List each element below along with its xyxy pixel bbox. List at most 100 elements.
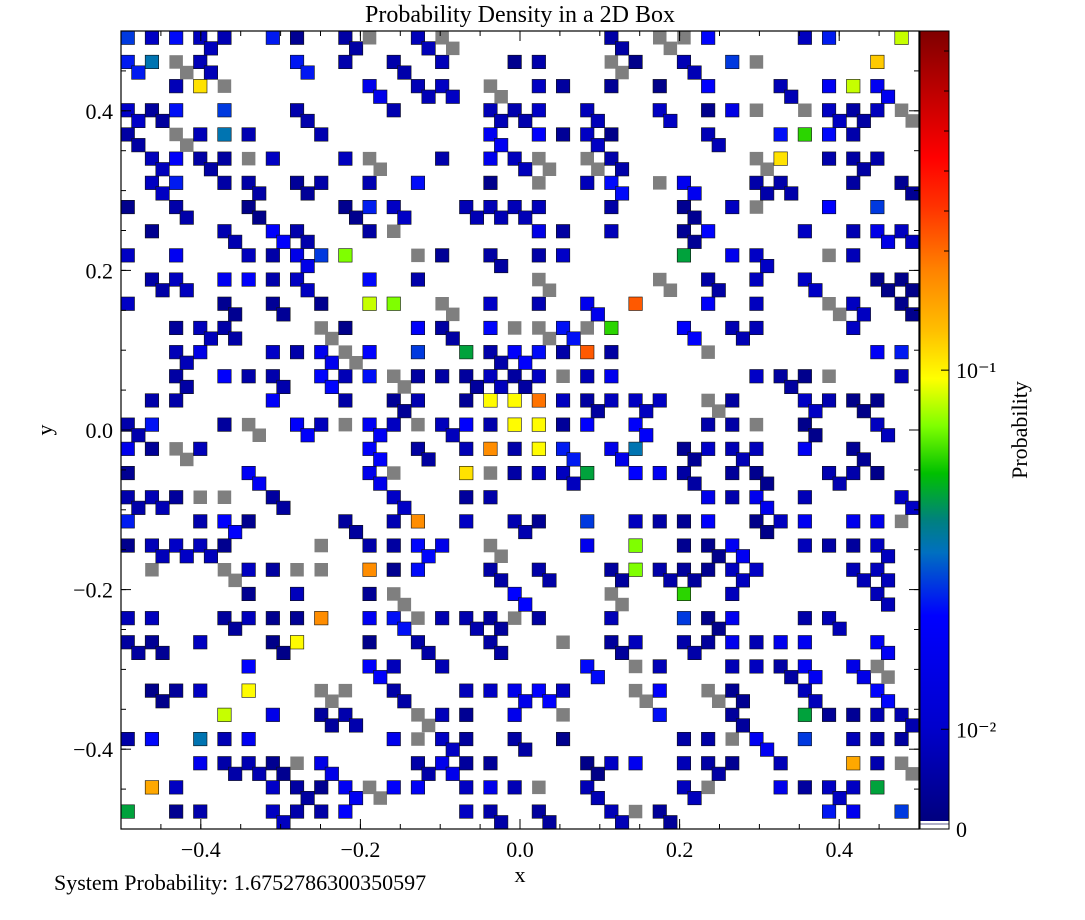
heatmap-cell — [300, 283, 315, 298]
heatmap-cell — [894, 345, 909, 360]
heatmap-cell — [362, 175, 377, 190]
heatmap-cell — [846, 296, 861, 311]
heatmap-cell — [386, 611, 401, 626]
heatmap-cell — [905, 307, 919, 322]
heatmap-cell — [494, 138, 509, 153]
heatmap-cell — [676, 175, 692, 190]
heatmap-cell-zero — [387, 587, 401, 601]
heatmap-cell — [580, 780, 595, 795]
heatmap-cell — [531, 79, 546, 94]
heatmap-cell — [518, 524, 533, 540]
heatmap-cell — [676, 611, 692, 626]
heatmap-cell-zero — [591, 162, 605, 176]
heatmap-cell — [628, 538, 643, 553]
heatmap-cell-zero — [628, 659, 643, 674]
heatmap-cell — [241, 200, 256, 215]
heatmap-cell — [725, 635, 740, 650]
heatmap-cell — [542, 694, 557, 709]
heatmap-cell — [749, 320, 764, 336]
heatmap-cell-zero — [217, 490, 232, 504]
heatmap-cell — [870, 54, 885, 70]
heatmap-cell — [144, 683, 159, 698]
heatmap-cell — [435, 707, 450, 722]
heatmap-cell-zero — [169, 127, 183, 142]
heatmap-cell — [604, 127, 619, 142]
heatmap-cell — [144, 611, 159, 626]
heatmap-cell — [821, 31, 837, 45]
heatmap-cell — [652, 79, 667, 94]
heatmap-cell — [169, 490, 184, 505]
heatmap-cell — [410, 369, 426, 384]
heatmap-cell — [494, 573, 509, 588]
heatmap-cell — [410, 320, 426, 336]
heatmap-cell — [483, 248, 498, 263]
heatmap-cell-zero — [604, 587, 619, 601]
heatmap-cell — [821, 79, 837, 94]
heatmap-cell — [531, 611, 546, 626]
heatmap-cell — [362, 200, 377, 215]
heatmap-cell — [459, 490, 474, 505]
heatmap-cell — [362, 369, 377, 384]
heatmap-cell — [701, 103, 716, 118]
heatmap-cell — [870, 151, 885, 166]
heatmap-cell — [773, 780, 788, 795]
heatmap-cell-zero — [180, 138, 194, 152]
heatmap-cell — [531, 127, 546, 142]
heatmap-cell — [289, 611, 305, 626]
heatmap-cell — [217, 707, 232, 722]
heatmap-cell-zero — [446, 41, 460, 56]
heatmap-cell — [880, 428, 896, 443]
heatmap-cell — [386, 683, 401, 698]
heatmap-cell — [687, 790, 702, 806]
heatmap-cell — [289, 780, 305, 795]
heatmap-cell — [531, 417, 546, 432]
heatmap-cell — [276, 234, 291, 249]
heatmap-cell — [687, 573, 702, 588]
heatmap-cell — [507, 780, 522, 795]
heatmap-cell — [155, 694, 170, 709]
heatmap-cell-zero — [373, 791, 387, 805]
heatmap-cell — [797, 611, 812, 626]
heatmap-cell — [144, 490, 159, 505]
heatmap-cell — [421, 766, 436, 781]
heatmap-cell — [193, 345, 208, 360]
heatmap-cell — [749, 248, 764, 263]
heatmap-cell — [155, 186, 170, 201]
heatmap-cell — [701, 79, 716, 94]
heatmap-cell — [832, 621, 847, 636]
heatmap-cell — [784, 186, 799, 201]
heatmap-cell — [797, 272, 812, 287]
heatmap-cell — [121, 635, 135, 650]
heatmap-cell — [362, 272, 377, 287]
heatmap-cell — [832, 790, 847, 806]
heatmap-cell — [121, 731, 135, 747]
heatmap-cell — [797, 731, 812, 747]
heatmap-cell — [663, 815, 678, 829]
heatmap-cell — [362, 659, 377, 674]
heatmap-cell — [905, 283, 919, 298]
heatmap-cell — [676, 224, 692, 239]
heatmap-cell — [483, 345, 498, 360]
heatmap-cell — [169, 272, 184, 287]
heatmap-cell — [531, 804, 546, 819]
heatmap-cell — [628, 54, 643, 70]
heatmap-cell — [483, 635, 498, 650]
heatmap-cell — [555, 393, 571, 408]
heatmap-cell — [241, 175, 256, 190]
heatmap-cell — [179, 379, 194, 395]
heatmap-cell-zero — [822, 369, 836, 383]
heatmap-cell — [435, 151, 450, 166]
heatmap-cell-zero — [615, 65, 629, 80]
heatmap-cell — [265, 345, 280, 360]
heatmap-cell — [614, 162, 630, 177]
heatmap-cell — [725, 320, 740, 336]
heatmap-cell — [652, 465, 667, 481]
heatmap-cell — [652, 804, 667, 819]
heatmap-cell — [821, 151, 837, 166]
heatmap-cell — [483, 103, 498, 118]
heatmap-cell — [555, 248, 571, 263]
heatmap-cell — [711, 766, 726, 781]
heatmap-cell — [832, 476, 847, 491]
heatmap-cell-zero — [314, 683, 328, 698]
heatmap-cell — [193, 683, 208, 698]
